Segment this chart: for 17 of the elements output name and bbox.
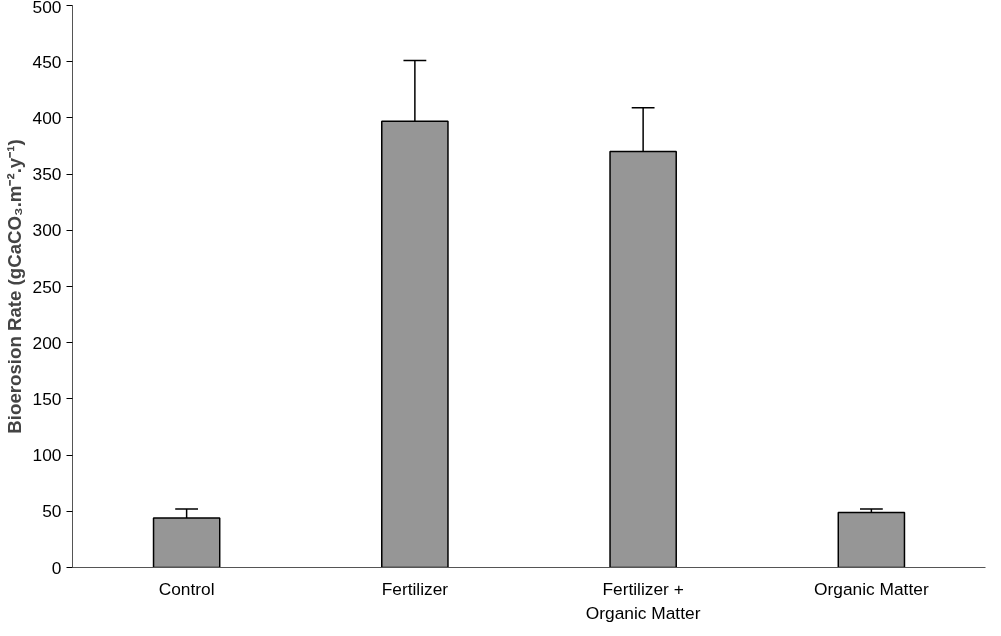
y-tick-label: 100 xyxy=(32,445,62,466)
x-tick-label: Fertilizer xyxy=(381,578,449,599)
y-tick-label: 450 xyxy=(32,51,62,72)
y-axis-title: Bioerosion Rate (gCaCO₃.m⁻².y⁻¹) xyxy=(3,139,25,434)
y-tick-label: 500 xyxy=(32,0,62,17)
y-tick-label: 250 xyxy=(32,276,62,297)
y-tick-label: 400 xyxy=(32,107,62,128)
x-tick-label: Organic Matter xyxy=(814,578,929,599)
y-tick-label: 0 xyxy=(51,557,62,578)
y-tick-label: 300 xyxy=(32,220,62,241)
x-tick-label: Control xyxy=(158,578,215,599)
bar xyxy=(837,511,906,568)
y-tick-label: 50 xyxy=(42,501,62,522)
y-tick-label: 350 xyxy=(32,164,62,185)
x-tick-label: Fertilizer + Organic Matter xyxy=(585,578,701,623)
y-tick-label: 150 xyxy=(32,388,62,409)
y-tick-label: 200 xyxy=(32,332,62,353)
